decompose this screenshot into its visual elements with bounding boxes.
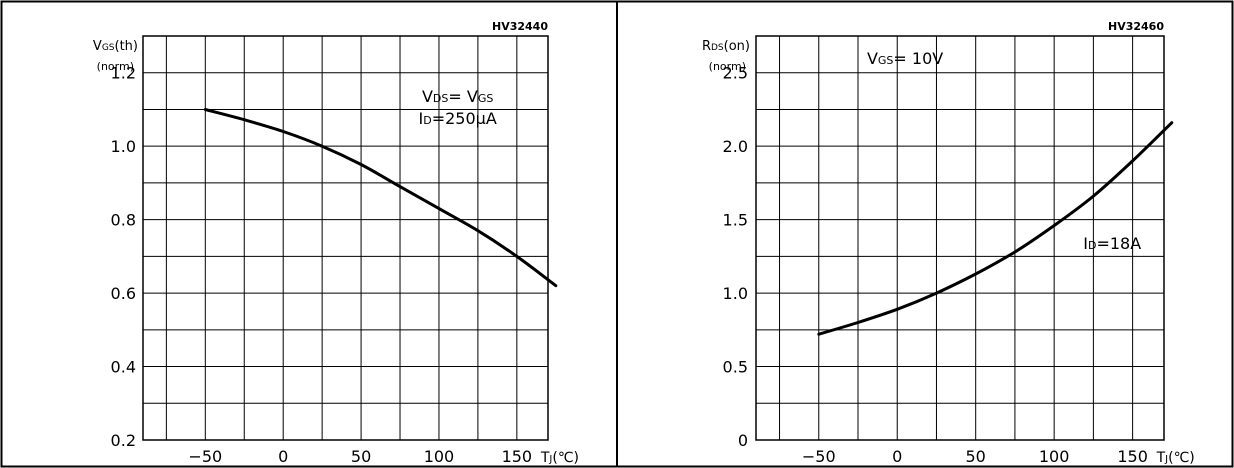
chart-vgs-th-vs-tj: 0.2 0.4 0.6 0.8 1.0 1.2 −50 0 50 100 150 TJ(℃) VGS(t… (93, 20, 579, 466)
condition-annotation: VGS= 10V (867, 49, 943, 68)
data-curve (203, 108, 558, 288)
x-axis-label: TJ(℃) (1156, 450, 1195, 466)
y-axis-norm-label: (norm) (97, 60, 134, 73)
y-tick-label: 2.0 (723, 137, 748, 156)
plot-frame (755, 35, 1165, 441)
condition-annotation: VDS= VGS (422, 87, 493, 106)
y-axis-label: RDS(on) (702, 39, 750, 54)
x-tick-label: 150 (1117, 447, 1148, 466)
y-tick-label: 0.8 (111, 211, 136, 230)
y-tick-label: 0.2 (111, 431, 136, 450)
figure-code: HV32440 (492, 20, 548, 33)
y-tick-label: 0.4 (111, 358, 136, 377)
condition-annotation: ID=250μA (419, 109, 497, 128)
y-tick-label: 2.5 (723, 64, 748, 83)
y-tick-label: 1.0 (111, 137, 136, 156)
y-tick-label: 1.0 (723, 284, 748, 303)
y-tick-label: 0.6 (111, 284, 136, 303)
y-axis-label: VGS(th) (93, 39, 138, 54)
x-axis-label: TJ(℃) (540, 450, 579, 466)
x-tick-label: 150 (502, 447, 533, 466)
data-curve (817, 121, 1174, 336)
y-tick-label: 0.5 (723, 358, 748, 377)
y-tick-label: 1.5 (723, 211, 748, 230)
x-tick-label: 0 (278, 447, 288, 466)
y-tick-label: 0 (738, 431, 748, 450)
figure-code: HV32460 (1108, 20, 1164, 33)
plot-frame (142, 35, 549, 441)
condition-annotation: ID=18A (1083, 234, 1141, 253)
x-tick-label: 0 (892, 447, 902, 466)
chart-rds-on-vs-tj: 0 0.5 1.0 1.5 2.0 2.5 −50 0 50 100 150 TJ(℃) RDS(on)… (702, 20, 1195, 466)
x-tick-label: 100 (424, 447, 455, 466)
y-axis-norm-label: (norm) (709, 60, 746, 73)
x-tick-label: 50 (966, 447, 986, 466)
x-tick-label: 50 (351, 447, 371, 466)
x-tick-label: 100 (1039, 447, 1070, 466)
x-tick-label: −50 (188, 447, 222, 466)
y-tick-label: 1.2 (111, 64, 136, 83)
x-tick-label: −50 (802, 447, 836, 466)
